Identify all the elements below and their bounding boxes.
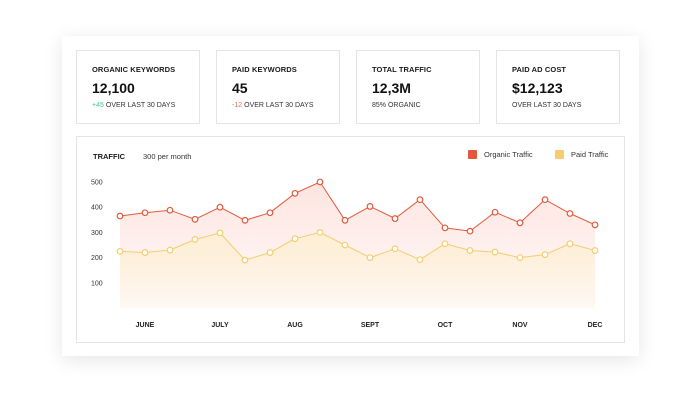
data-point-organic[interactable]	[266, 209, 274, 217]
data-point-paid[interactable]	[116, 247, 124, 255]
y-tick-label: 200	[91, 255, 103, 262]
x-tick-label: JULY	[211, 322, 229, 329]
card-label: TOTAL TRAFFIC	[372, 65, 432, 74]
data-point-paid[interactable]	[166, 246, 174, 254]
data-point-organic[interactable]	[241, 216, 249, 224]
card-label: PAID KEYWORDS	[232, 65, 297, 74]
card-sub: -12 OVER LAST 30 DAYS	[232, 102, 314, 109]
data-point-organic[interactable]	[416, 196, 424, 204]
legend-swatch-organic	[468, 150, 477, 159]
legend-label: Paid Traffic	[571, 150, 609, 159]
data-point-paid[interactable]	[391, 245, 399, 253]
data-point-organic[interactable]	[466, 227, 474, 235]
legend-paid[interactable]: Paid Traffic	[555, 150, 608, 159]
x-tick-label: OCT	[438, 322, 454, 329]
data-point-paid[interactable]	[466, 247, 474, 254]
card-value: 12,3M	[372, 80, 411, 96]
data-point-organic[interactable]	[391, 215, 399, 222]
card-organic-keywords: ORGANIC KEYWORDS 12,100 +45 OVER LAST 30 …	[76, 50, 200, 124]
card-label: ORGANIC KEYWORDS	[92, 65, 176, 74]
legend-organic[interactable]: Organic Traffic	[468, 150, 533, 159]
chart-plot-area: 100 200 300 400 500 JUNE JULY AUG SEPT OCT NOV DEC	[91, 178, 603, 329]
card-sub-text: 85% ORGANIC	[372, 102, 421, 109]
series-line-organic	[119, 181, 596, 232]
data-point-organic[interactable]	[116, 212, 124, 220]
data-point-paid[interactable]	[416, 256, 424, 264]
chart-title: TRAFFIC	[93, 152, 126, 161]
card-total-traffic: TOTAL TRAFFIC 12,3M 85% ORGANIC	[356, 50, 480, 124]
data-point-organic[interactable]	[141, 209, 149, 217]
chart-subtitle: 300 per month	[143, 152, 192, 161]
x-tick-label: SEPT	[361, 322, 380, 329]
series-line-paid	[119, 231, 596, 261]
data-point-organic[interactable]	[491, 208, 499, 216]
data-point-paid[interactable]	[216, 229, 224, 237]
card-paid-keywords: PAID KEYWORDS 45 -12 OVER LAST 30 DAYS	[216, 50, 340, 124]
card-label: PAID AD COST	[512, 65, 567, 74]
card-value: 45	[232, 80, 248, 96]
card-value: $12,123	[512, 80, 563, 96]
y-tick-label: 300	[91, 230, 103, 237]
x-tick-label: AUG	[287, 322, 303, 329]
card-sub: 85% ORGANIC	[372, 102, 421, 109]
data-point-paid[interactable]	[266, 249, 274, 256]
card-sub: +45 OVER LAST 30 DAYS	[92, 102, 175, 109]
y-tick-label: 400	[91, 205, 103, 212]
data-point-organic[interactable]	[541, 196, 549, 204]
data-point-organic[interactable]	[366, 203, 374, 210]
card-paid-ad-cost: PAID AD COST $12,123 OVER LAST 30 DAYS	[496, 50, 620, 124]
data-point-organic[interactable]	[516, 219, 524, 227]
delta-badge: -12	[232, 102, 243, 109]
data-point-organic[interactable]	[191, 215, 199, 223]
x-tick-label: DEC	[588, 322, 603, 329]
data-point-organic[interactable]	[591, 221, 599, 229]
data-point-paid[interactable]	[366, 254, 374, 261]
data-point-paid[interactable]	[516, 254, 524, 261]
data-point-paid[interactable]	[541, 251, 549, 258]
card-value: 12,100	[92, 80, 135, 96]
data-point-organic[interactable]	[566, 210, 574, 217]
delta-badge: +45	[92, 102, 104, 109]
data-point-paid[interactable]	[491, 248, 499, 256]
card-sub-text: OVER LAST 30 DAYS	[105, 102, 176, 109]
data-point-paid[interactable]	[341, 241, 349, 249]
traffic-chart: TRAFFIC 300 per month Organic Traffic Pa…	[76, 136, 625, 343]
data-point-paid[interactable]	[441, 240, 449, 248]
data-point-paid[interactable]	[241, 256, 249, 264]
data-point-paid[interactable]	[141, 249, 149, 256]
data-point-paid[interactable]	[191, 236, 199, 243]
data-point-organic[interactable]	[441, 224, 449, 232]
data-point-paid[interactable]	[316, 228, 324, 236]
legend-swatch-paid	[555, 150, 564, 159]
data-point-organic[interactable]	[316, 178, 324, 186]
data-point-paid[interactable]	[591, 247, 599, 254]
x-tick-label: JUNE	[136, 322, 155, 329]
data-point-paid[interactable]	[291, 235, 299, 243]
card-sub: OVER LAST 30 DAYS	[512, 102, 581, 109]
data-point-organic[interactable]	[291, 189, 299, 197]
data-point-paid[interactable]	[566, 240, 574, 248]
data-point-organic[interactable]	[341, 216, 349, 224]
card-sub-text: OVER LAST 30 DAYS	[512, 102, 582, 109]
data-point-organic[interactable]	[216, 203, 224, 211]
card-sub-text: OVER LAST 30 DAYS	[244, 102, 314, 109]
dashboard-panel: ORGANIC KEYWORDS 12,100 +45 OVER LAST 30 …	[62, 36, 639, 356]
y-tick-label: 100	[91, 280, 103, 287]
legend-label: Organic Traffic	[484, 150, 533, 159]
y-tick-label: 500	[91, 180, 103, 187]
x-tick-label: NOV	[512, 322, 528, 329]
data-point-organic[interactable]	[166, 206, 174, 214]
